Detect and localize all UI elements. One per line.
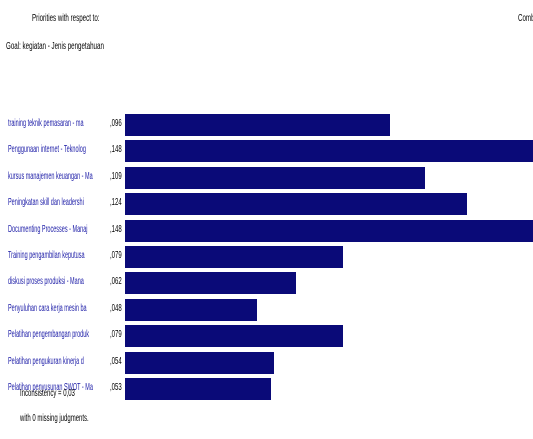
- value-label: ,124: [110, 197, 122, 209]
- priority-bar: [125, 378, 271, 400]
- bar-row: Pelatihan pengukuran kinerja d ,054: [0, 351, 533, 374]
- category-label: Documenting Processes - Manaj: [8, 223, 88, 235]
- bar-row: Penyuluhan cara kerja mesin ba ,048: [0, 298, 533, 321]
- priority-bar: [125, 246, 343, 268]
- bar-row: kursus manajemen keuangan - Ma ,109: [0, 166, 533, 189]
- value-label: ,048: [110, 302, 122, 314]
- bar-row: Pelatihan penyusunan SWOT - Ma ,053: [0, 378, 533, 400]
- value-label: ,079: [110, 329, 122, 341]
- priority-bar: [125, 140, 533, 163]
- bar-row: Training pengambilan keputusa ,079: [0, 246, 533, 268]
- category-label: training teknik pemasaran - ma: [8, 118, 84, 129]
- goal-label: Goal: kegiatan - Jenis pengetahuan: [6, 41, 104, 52]
- category-label: Training pengambilan keputusa: [8, 250, 85, 261]
- priority-bar: [125, 114, 390, 136]
- value-label: ,053: [110, 382, 122, 393]
- priority-bar: [125, 166, 425, 189]
- bar-row: training teknik pemasaran - ma ,096: [0, 114, 533, 136]
- value-label: ,148: [110, 144, 122, 156]
- category-label: Pelatihan pengukuran kinerja d: [8, 355, 84, 367]
- inconsistency-text: Inconsistency = 0,03: [20, 388, 75, 399]
- category-label: diskusi proses produksi - Mana: [8, 276, 84, 288]
- value-label: ,054: [110, 355, 122, 367]
- category-label: Pelatihan penyusunan SWOT - Ma: [8, 382, 93, 393]
- header-title: Priorities with respect to:: [32, 13, 100, 24]
- category-label: Penggunaan internet - Teknolog: [8, 144, 86, 156]
- value-label: ,096: [110, 118, 122, 129]
- bar-row: Documenting Processes - Manaj ,148: [0, 219, 533, 242]
- priority-bar: [125, 298, 257, 321]
- bar-row: Peningkatan skill dan leadershi ,124: [0, 193, 533, 216]
- value-label: ,062: [110, 276, 122, 288]
- priority-bar: [125, 219, 533, 242]
- category-label: Peningkatan skill dan leadershi: [8, 197, 84, 209]
- bar-row: Penggunaan internet - Teknolog ,148: [0, 140, 533, 163]
- category-label: kursus manajemen keuangan - Ma: [8, 170, 93, 182]
- priority-bar: [125, 272, 296, 295]
- priority-bar: [125, 351, 274, 374]
- category-label: Pelatihan pengembangan produk: [8, 329, 90, 341]
- priority-bar: [125, 325, 343, 348]
- value-label: ,109: [110, 170, 122, 182]
- value-label: ,148: [110, 223, 122, 235]
- combined-label: Combi: [518, 13, 533, 24]
- value-label: ,079: [110, 250, 122, 261]
- category-label: Penyuluhan cara kerja mesin ba: [8, 302, 87, 314]
- priority-bar: [125, 193, 467, 216]
- bar-row: diskusi proses produksi - Mana ,062: [0, 272, 533, 295]
- bar-row: Pelatihan pengembangan produk ,079: [0, 325, 533, 348]
- missing-judgments-text: with 0 missing judgments.: [20, 413, 89, 424]
